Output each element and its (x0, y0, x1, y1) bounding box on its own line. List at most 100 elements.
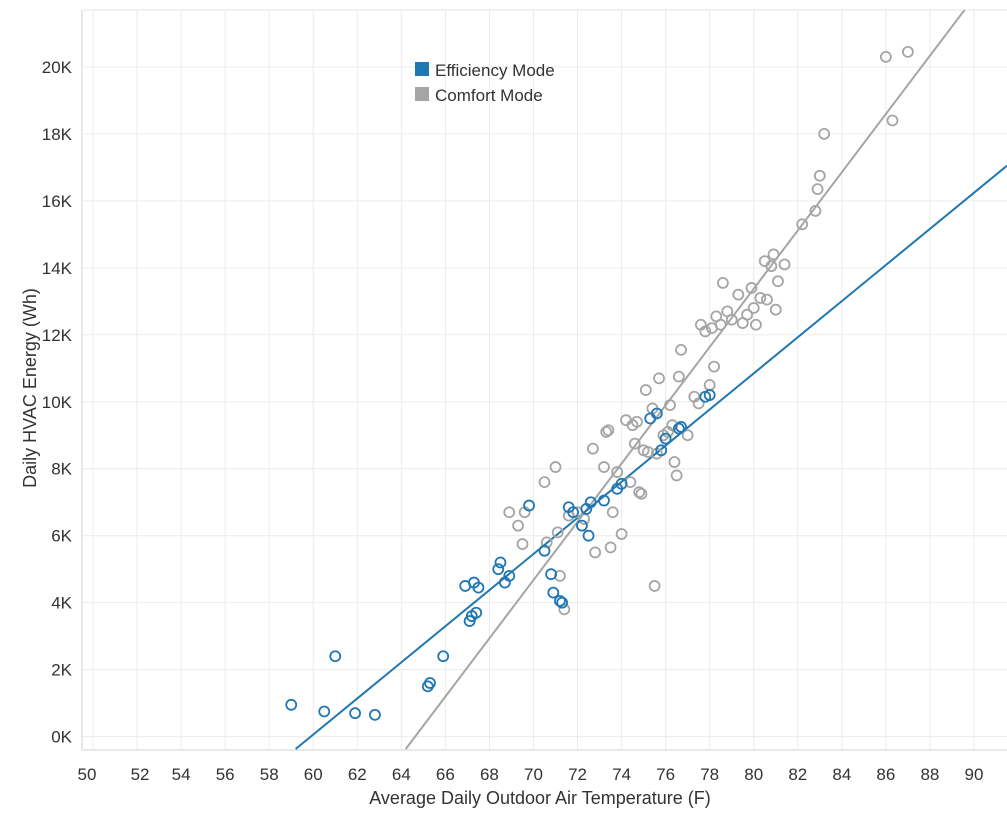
point-comfort-mode[interactable] (675, 343, 687, 356)
point-efficiency-mode[interactable] (567, 506, 580, 519)
point-comfort-mode[interactable] (725, 313, 738, 326)
point-efficiency-mode[interactable] (554, 595, 566, 607)
point-efficiency-mode[interactable] (672, 422, 685, 435)
x-tick-label: 72 (568, 765, 587, 784)
y-tick-label: 10K (42, 393, 73, 412)
point-efficiency-mode[interactable] (503, 569, 516, 582)
point-comfort-mode[interactable] (538, 476, 551, 489)
point-comfort-mode[interactable] (602, 424, 615, 437)
point-comfort-mode[interactable] (512, 519, 524, 532)
point-comfort-mode[interactable] (703, 379, 716, 391)
legend[interactable]: Efficiency Mode Comfort Mode (415, 61, 555, 105)
point-comfort-mode[interactable] (879, 50, 892, 63)
point-efficiency-mode[interactable] (494, 556, 507, 569)
point-efficiency-mode[interactable] (584, 496, 597, 509)
point-efficiency-mode[interactable] (655, 444, 668, 457)
point-comfort-mode[interactable] (551, 526, 564, 539)
point-comfort-mode[interactable] (772, 275, 784, 288)
x-tick-label: 84 (832, 765, 851, 784)
point-comfort-mode[interactable] (761, 293, 773, 306)
x-tick-label: 80 (744, 765, 763, 784)
point-efficiency-mode[interactable] (538, 544, 551, 557)
point-comfort-mode[interactable] (503, 506, 516, 519)
point-comfort-mode[interactable] (600, 426, 613, 438)
point-comfort-mode[interactable] (666, 419, 679, 432)
point-comfort-mode[interactable] (796, 218, 809, 231)
point-comfort-mode[interactable] (767, 248, 780, 261)
point-comfort-mode[interactable] (809, 205, 822, 217)
point-comfort-mode[interactable] (635, 487, 648, 500)
point-efficiency-mode[interactable] (424, 677, 436, 689)
point-comfort-mode[interactable] (741, 308, 754, 321)
y-tick-label: 12K (42, 326, 73, 345)
point-comfort-mode[interactable] (745, 282, 758, 294)
point-comfort-mode[interactable] (540, 536, 553, 549)
point-comfort-mode[interactable] (765, 260, 778, 273)
point-comfort-mode[interactable] (681, 429, 694, 442)
point-comfort-mode[interactable] (716, 276, 729, 289)
point-comfort-mode[interactable] (813, 169, 826, 182)
point-efficiency-mode[interactable] (547, 586, 560, 599)
point-efficiency-mode[interactable] (598, 494, 610, 507)
point-efficiency-mode[interactable] (369, 708, 381, 721)
point-comfort-mode[interactable] (628, 437, 641, 450)
point-comfort-mode[interactable] (664, 399, 676, 412)
point-efficiency-mode[interactable] (523, 499, 535, 512)
point-comfort-mode[interactable] (708, 360, 720, 373)
point-comfort-mode[interactable] (778, 258, 791, 271)
point-comfort-mode[interactable] (769, 303, 782, 316)
point-comfort-mode[interactable] (589, 546, 602, 559)
point-comfort-mode[interactable] (732, 288, 745, 301)
point-efficiency-mode[interactable] (318, 705, 331, 718)
point-comfort-mode[interactable] (901, 45, 914, 58)
point-efficiency-mode[interactable] (675, 420, 687, 433)
point-comfort-mode[interactable] (639, 384, 652, 396)
point-comfort-mode[interactable] (699, 325, 712, 338)
legend-item-comfort[interactable]: Comfort Mode (415, 86, 543, 105)
point-comfort-mode[interactable] (615, 528, 628, 540)
point-efficiency-mode[interactable] (556, 596, 569, 609)
point-efficiency-mode[interactable] (650, 407, 663, 420)
point-efficiency-mode[interactable] (615, 477, 628, 490)
point-comfort-mode[interactable] (624, 476, 637, 489)
y-tick-label: 0K (51, 728, 72, 747)
point-comfort-mode[interactable] (672, 370, 685, 383)
point-comfort-mode[interactable] (670, 469, 683, 482)
point-efficiency-mode[interactable] (545, 568, 558, 581)
point-comfort-mode[interactable] (598, 461, 610, 473)
point-efficiency-mode[interactable] (472, 581, 485, 594)
point-comfort-mode[interactable] (642, 446, 654, 458)
point-comfort-mode[interactable] (604, 541, 617, 554)
point-efficiency-mode[interactable] (437, 650, 450, 663)
point-comfort-mode[interactable] (818, 127, 831, 140)
point-efficiency-mode[interactable] (492, 563, 505, 576)
point-comfort-mode[interactable] (811, 183, 824, 196)
point-comfort-mode[interactable] (648, 580, 661, 592)
point-comfort-mode[interactable] (587, 442, 599, 455)
point-efficiency-mode[interactable] (703, 389, 716, 401)
point-comfort-mode[interactable] (611, 466, 624, 478)
point-comfort-mode[interactable] (692, 397, 705, 410)
point-comfort-mode[interactable] (750, 318, 762, 331)
point-comfort-mode[interactable] (606, 506, 619, 519)
point-efficiency-mode[interactable] (659, 432, 672, 445)
point-efficiency-mode[interactable] (582, 529, 595, 542)
point-comfort-mode[interactable] (549, 461, 562, 473)
point-comfort-mode[interactable] (631, 415, 643, 428)
point-comfort-mode[interactable] (747, 302, 760, 314)
point-comfort-mode[interactable] (633, 486, 646, 499)
point-efficiency-mode[interactable] (349, 707, 361, 720)
point-comfort-mode[interactable] (554, 569, 566, 582)
point-comfort-mode[interactable] (653, 372, 665, 385)
point-efficiency-mode[interactable] (470, 606, 483, 619)
point-efficiency-mode[interactable] (576, 519, 588, 532)
point-efficiency-mode[interactable] (285, 698, 298, 711)
legend-item-efficiency[interactable]: Efficiency Mode (415, 61, 555, 80)
point-efficiency-mode[interactable] (329, 650, 342, 663)
point-comfort-mode[interactable] (516, 538, 529, 550)
point-comfort-mode[interactable] (754, 292, 767, 304)
point-comfort-mode[interactable] (886, 114, 899, 127)
point-comfort-mode[interactable] (668, 456, 681, 468)
point-comfort-mode[interactable] (714, 318, 727, 331)
